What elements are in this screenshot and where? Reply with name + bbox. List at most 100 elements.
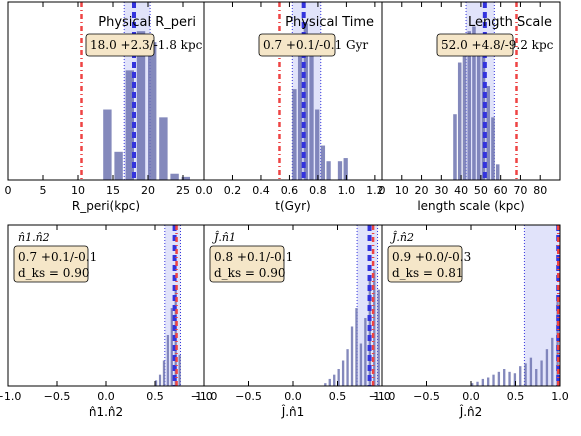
x-axis-label: t(Gyr) [275,199,310,213]
histogram-bar [377,289,380,386]
histogram-bar [346,349,349,386]
histogram-bar [148,42,157,180]
histogram-bar [309,54,314,180]
x-tick-label: −1.0 [369,390,396,403]
histogram-bar [481,378,485,386]
x-tick-label: 1.0 [373,390,391,403]
histogram-bar [535,368,538,386]
histogram-bar [166,334,169,386]
histogram-bar [170,308,173,386]
x-tick-label: 0.6 [281,184,299,197]
histogram-bar [497,371,501,386]
x-tick-label: −0.5 [44,390,71,403]
x-axis-label: length scale (kpc) [417,199,524,213]
histogram-bar [303,23,308,180]
histogram-bar [364,317,367,386]
histogram-bar [476,381,479,386]
stats-box [387,245,463,283]
histogram-bar [328,378,331,386]
stats-dks: d_ks = 0.90 [214,266,286,280]
histogram-bar [333,374,336,386]
histogram-bar [503,368,506,386]
histogram-bar [178,354,181,386]
panel-title: Length Scale [468,15,552,30]
stats-value: 0.9 +0.0/-0.3 [392,250,471,264]
panel-5: −1.0 −0.5 0.0 0.5 1.0 Ĵ.n̂1 Ĵ.n̂1 0.8 +0.1/-0.1… [191,224,391,419]
corner-label: n̂1.n̂2 [18,231,50,244]
histogram-bar [324,383,327,386]
x-tick-label: −0.5 [235,390,262,403]
panel-title: Physical R_peri [98,15,196,30]
stats-dks: d_ks = 0.81 [392,266,464,280]
histogram-bar [114,151,123,180]
histogram-bar [453,114,457,180]
stats-box [13,245,89,283]
stats-value: 52.0 +4.8/-9.2 kpc [441,38,554,52]
panel-1: 0 5 10 15 20 25 R_peri(kpc) Physical R_peri 18.0… [5,1,205,213]
x-tick-label: 5 [40,184,47,197]
histogram-bar [476,35,481,180]
histogram-bar [350,326,354,386]
histogram-bar [170,173,179,180]
histogram-bar [487,377,490,386]
x-tick-label: −1.0 [0,390,21,403]
stats-value: 0.8 +0.1/-0.1 [214,250,293,264]
x-tick-label: 15 [106,184,120,197]
x-tick-label: −1.0 [191,390,218,403]
stats-box [209,245,285,283]
panel-3: 0 10 20 30 40 50 60 70 80 length scale (kpc) Lengt… [379,1,561,213]
histogram-bar [315,109,320,180]
corner-label: Ĵ.n̂2 [390,230,414,244]
x-tick-label: 0 [379,184,386,197]
x-axis-label: R_peri(kpc) [72,199,140,213]
histogram-bar [136,31,146,180]
histogram-bar [457,62,462,180]
histogram-bar [320,145,326,180]
x-axis-label: Ĵ.n̂2 [459,405,483,419]
x-tick-label: 70 [513,184,527,197]
stats-value: 18.0 +2.3/-1.8 kpc [90,38,203,52]
histogram-bar [326,161,331,180]
histogram-bar [297,35,303,180]
histogram-bar [513,373,517,386]
x-tick-label: 0.0 [97,390,115,403]
histogram-bar [491,117,495,180]
histogram-bar [467,31,471,180]
x-tick-label: 1.0 [195,390,213,403]
stats-box [436,33,514,57]
panel-4: −1.0 −0.5 0.0 0.5 1.0 n̂1.n̂2 n̂1.n̂2 0.7 +0.1/… [0,224,213,419]
histogram-bar [551,337,554,386]
histogram-bar [368,279,371,386]
x-tick-label: 0.5 [146,390,164,403]
histogram-bar [155,380,158,386]
x-tick-label: −0.5 [413,390,440,403]
histogram-bar [355,308,358,386]
histogram-bar [529,357,533,386]
histogram-bar [495,164,500,180]
x-tick-label: 0.4 [252,184,270,197]
x-tick-label: 0.5 [329,390,347,403]
histogram-bar [524,363,527,386]
x-tick-label: 20 [415,184,429,197]
stats-dks: d_ks = 0.90 [18,266,90,280]
histogram-bar [492,374,495,386]
x-tick-label: 60 [494,184,508,197]
x-tick-label: 1.0 [338,184,356,197]
histogram-bar [343,158,348,180]
panel-6: −1.0 −0.5 0.0 0.5 1.0 Ĵ.n̂2 Ĵ.n̂2 0.9 +0.0/-0.3… [369,224,569,419]
histogram-bar [359,343,363,386]
histogram-bar [556,300,559,386]
stats-box [258,33,336,57]
corner-label: Ĵ.n̂1 [212,230,236,244]
histogram-bar [162,360,166,386]
x-tick-label: 0 [5,184,12,197]
x-tick-label: 50 [474,184,488,197]
histogram-bar [472,26,476,181]
histogram-bar [519,366,522,386]
x-tick-label: 0.2 [224,184,242,197]
histogram-bar [462,39,467,180]
x-tick-label: 0.5 [507,390,525,403]
panel-title: Physical Time [285,15,374,30]
histogram-bar [159,117,168,180]
